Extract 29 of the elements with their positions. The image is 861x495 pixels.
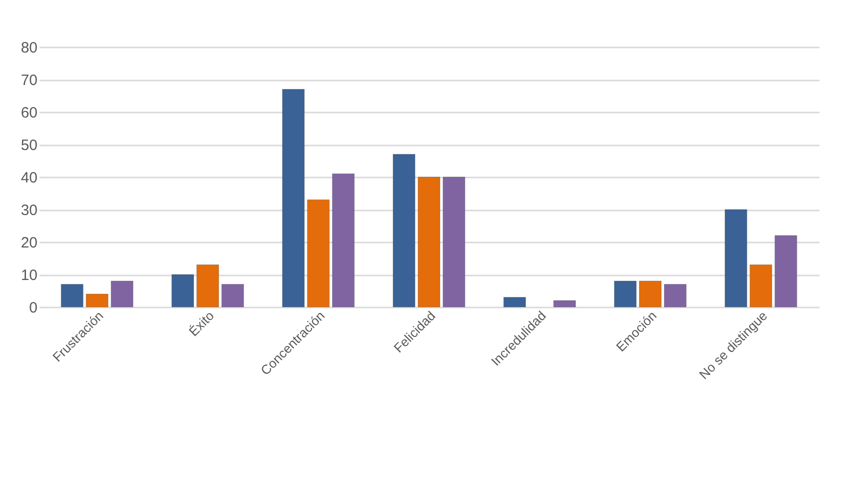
bar bbox=[172, 274, 194, 308]
bar bbox=[774, 235, 798, 308]
bar bbox=[664, 284, 686, 308]
bar bbox=[196, 264, 219, 308]
y-tick-label: 0 bbox=[29, 300, 38, 316]
bar bbox=[86, 294, 108, 308]
bar bbox=[553, 300, 576, 308]
bar bbox=[392, 154, 416, 308]
y-tick-label: 60 bbox=[20, 104, 38, 122]
y-tick-label: 70 bbox=[20, 72, 38, 89]
y-tick-label: 40 bbox=[20, 170, 38, 186]
bar bbox=[639, 280, 662, 308]
y-tick-label: 50 bbox=[20, 137, 38, 154]
y-tick-label: 30 bbox=[20, 202, 38, 219]
bar bbox=[60, 284, 84, 308]
bar bbox=[307, 200, 330, 308]
bar bbox=[110, 280, 134, 308]
bar bbox=[724, 209, 748, 308]
bar bbox=[282, 89, 305, 308]
bar bbox=[332, 174, 355, 308]
bar bbox=[442, 176, 466, 308]
bar bbox=[418, 176, 440, 308]
y-tick-label: 80 bbox=[20, 40, 38, 56]
y-tick-label: 20 bbox=[20, 234, 38, 252]
bar bbox=[750, 264, 772, 308]
bar bbox=[503, 297, 526, 308]
bar bbox=[221, 284, 244, 308]
y-tick-label: 10 bbox=[20, 267, 38, 284]
bar bbox=[614, 280, 637, 308]
